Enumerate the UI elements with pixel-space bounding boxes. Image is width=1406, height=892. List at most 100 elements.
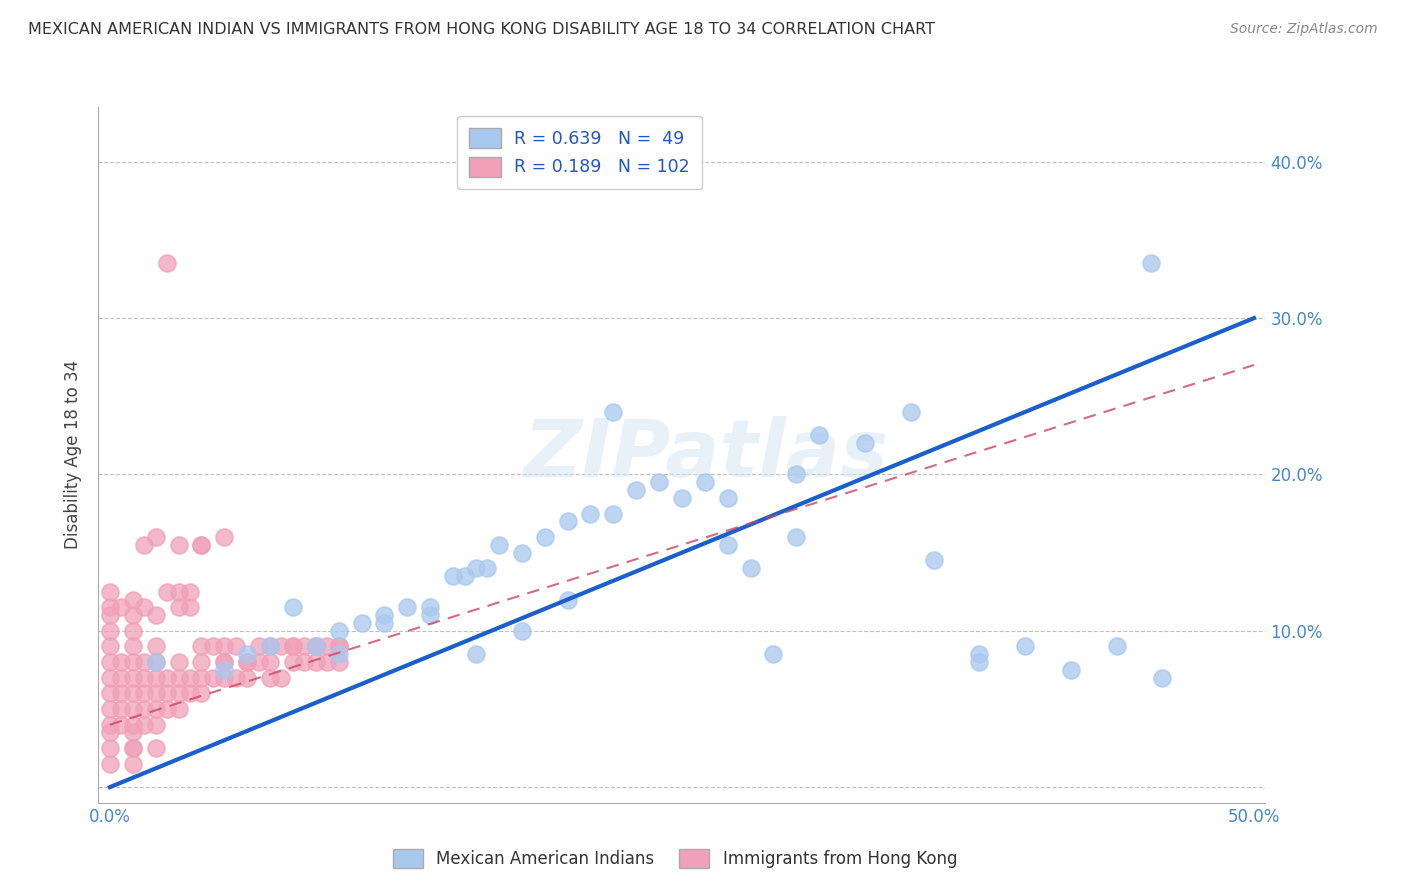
Point — [305, 640, 328, 654]
Point — [121, 702, 143, 716]
Point — [292, 640, 315, 654]
Point — [190, 538, 212, 552]
Point — [465, 647, 488, 661]
Point — [419, 608, 441, 623]
Point — [121, 592, 143, 607]
Point — [624, 483, 647, 497]
Point — [281, 640, 304, 654]
Point — [1152, 671, 1174, 685]
Point — [853, 436, 876, 450]
Point — [145, 717, 167, 731]
Point — [969, 655, 991, 669]
Point — [328, 647, 350, 661]
Point — [167, 702, 190, 716]
Point — [453, 569, 475, 583]
Point — [225, 640, 247, 654]
Point — [121, 655, 143, 669]
Point — [190, 655, 212, 669]
Point — [145, 671, 167, 685]
Point — [121, 624, 143, 638]
Point — [465, 561, 488, 575]
Point — [602, 507, 624, 521]
Point — [98, 686, 121, 700]
Point — [134, 702, 156, 716]
Point — [156, 584, 179, 599]
Point — [259, 671, 281, 685]
Point — [557, 514, 579, 528]
Point — [808, 428, 831, 442]
Point — [717, 538, 740, 552]
Point — [510, 624, 533, 638]
Point — [98, 640, 121, 654]
Point — [214, 655, 236, 669]
Point — [441, 569, 464, 583]
Point — [179, 686, 201, 700]
Point — [740, 561, 762, 575]
Point — [1140, 256, 1163, 270]
Point — [110, 717, 132, 731]
Point — [214, 530, 236, 544]
Point — [693, 475, 716, 490]
Point — [121, 671, 143, 685]
Text: Source: ZipAtlas.com: Source: ZipAtlas.com — [1230, 22, 1378, 37]
Point — [602, 405, 624, 419]
Point — [1105, 640, 1128, 654]
Point — [648, 475, 671, 490]
Point — [259, 655, 281, 669]
Point — [156, 256, 179, 270]
Point — [477, 561, 499, 575]
Point — [98, 725, 121, 739]
Point — [259, 640, 281, 654]
Point — [167, 600, 190, 615]
Legend: Mexican American Indians, Immigrants from Hong Kong: Mexican American Indians, Immigrants fro… — [387, 842, 963, 875]
Point — [1014, 640, 1036, 654]
Point — [305, 655, 328, 669]
Point — [121, 608, 143, 623]
Point — [270, 640, 292, 654]
Point — [121, 725, 143, 739]
Point — [785, 530, 807, 544]
Point — [156, 671, 179, 685]
Point — [110, 702, 132, 716]
Point — [167, 655, 190, 669]
Point — [145, 686, 167, 700]
Point — [236, 671, 259, 685]
Point — [214, 663, 236, 677]
Point — [190, 538, 212, 552]
Point — [134, 671, 156, 685]
Point — [533, 530, 555, 544]
Point — [488, 538, 510, 552]
Point — [1060, 663, 1083, 677]
Point — [328, 640, 350, 654]
Point — [316, 655, 339, 669]
Point — [281, 640, 304, 654]
Point — [145, 655, 167, 669]
Point — [579, 507, 602, 521]
Point — [236, 655, 259, 669]
Point — [214, 640, 236, 654]
Point — [98, 655, 121, 669]
Point — [190, 671, 212, 685]
Point — [350, 615, 373, 630]
Point — [201, 640, 224, 654]
Point — [179, 600, 201, 615]
Point — [110, 671, 132, 685]
Point — [145, 702, 167, 716]
Point — [98, 717, 121, 731]
Point — [121, 756, 143, 771]
Point — [969, 647, 991, 661]
Point — [98, 624, 121, 638]
Point — [247, 655, 270, 669]
Text: MEXICAN AMERICAN INDIAN VS IMMIGRANTS FROM HONG KONG DISABILITY AGE 18 TO 34 COR: MEXICAN AMERICAN INDIAN VS IMMIGRANTS FR… — [28, 22, 935, 37]
Point — [236, 647, 259, 661]
Point — [98, 608, 121, 623]
Point — [214, 671, 236, 685]
Point — [510, 546, 533, 560]
Point — [328, 624, 350, 638]
Point — [98, 702, 121, 716]
Point — [167, 584, 190, 599]
Point — [134, 538, 156, 552]
Point — [259, 640, 281, 654]
Point — [145, 741, 167, 756]
Point — [145, 530, 167, 544]
